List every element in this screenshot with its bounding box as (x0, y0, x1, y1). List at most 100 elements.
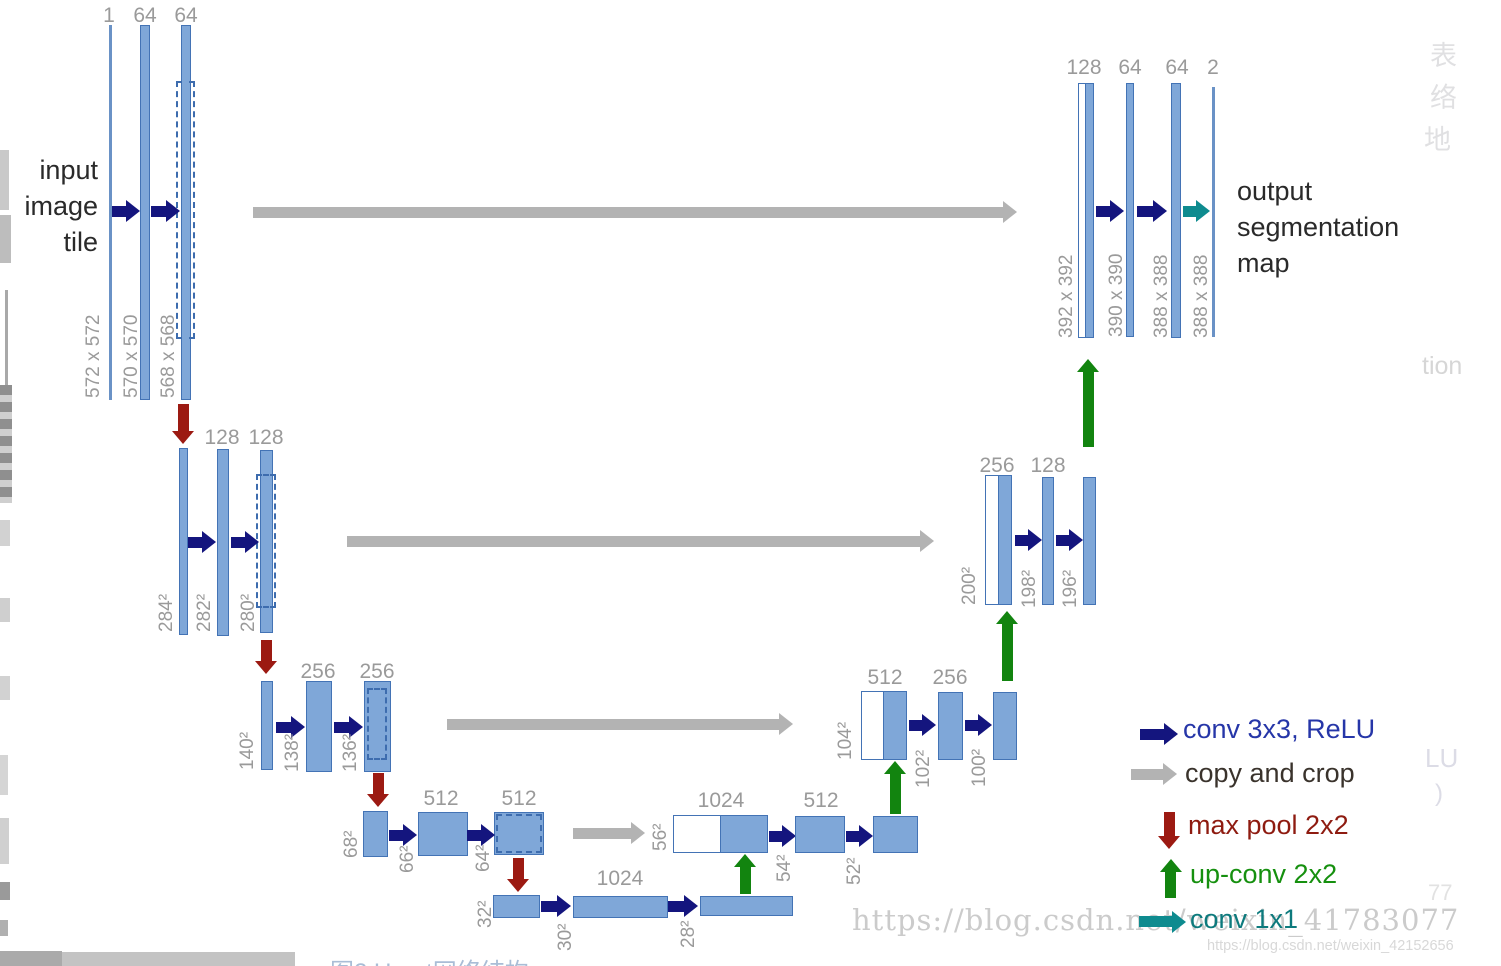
feature-map-bar (418, 812, 468, 856)
left-edge-artifact (5, 290, 8, 418)
legend-up-conv: up-conv 2x2 (1190, 859, 1338, 889)
up-conv-arrow (996, 611, 1018, 681)
conv-arrow-legend-icon (1140, 723, 1178, 745)
copy-and-crop-arrow (347, 529, 934, 553)
conv-arrow (467, 823, 495, 847)
ghost-text: ) (1435, 780, 1443, 807)
size-label: 284² (156, 593, 177, 632)
conv-1x1-arrow (1183, 199, 1210, 223)
size-label: 64² (473, 844, 494, 872)
channel-label: 1 (103, 4, 115, 27)
size-label: 392 x 392 (1056, 254, 1077, 338)
feature-map-bar (993, 692, 1017, 760)
left-edge-artifact (0, 818, 9, 864)
up-conv-arrow (1077, 359, 1099, 447)
left-edge-artifact (0, 882, 10, 900)
conv-arrow (668, 895, 698, 917)
feature-map-bar (938, 692, 963, 760)
bottom-gray-bar (0, 952, 295, 966)
legend-conv1x1: conv 1x1 (1190, 904, 1299, 934)
feature-map-bar (1171, 83, 1181, 338)
size-label: 280² (238, 593, 259, 632)
size-label: 68² (341, 830, 362, 858)
size-label: 196² (1060, 569, 1081, 608)
feature-map-bar (181, 25, 191, 400)
size-label: 30² (555, 923, 576, 951)
channel-label: 128 (248, 426, 284, 449)
conv-1x1-legend-icon (1139, 909, 1186, 934)
legend-conv3x3: conv 3x3, ReLU (1183, 714, 1376, 744)
channel-label: 256 (359, 660, 395, 683)
size-label: 568 x 568 (158, 314, 179, 398)
ghost-text: tion (1422, 352, 1463, 380)
feature-map-bar (261, 681, 273, 770)
channel-label: 512 (867, 666, 903, 689)
left-edge-artifact (0, 920, 8, 936)
copied-feature-bar (673, 815, 721, 853)
max-pool-arrow (172, 404, 194, 444)
size-label: 570 x 570 (121, 314, 142, 398)
max-pool-arrow (255, 640, 277, 674)
feature-map-bar (494, 812, 544, 855)
feature-map-bar (700, 896, 793, 916)
left-edge-artifact (0, 520, 10, 546)
feature-map-bar (140, 25, 150, 400)
size-label: 200² (959, 566, 980, 605)
copy-and-crop-arrow (447, 712, 793, 736)
max-pool-legend-icon (1158, 812, 1180, 849)
left-edge-artifact (0, 676, 10, 700)
channel-label: 256 (979, 454, 1015, 477)
feature-map-bar (217, 449, 229, 636)
conv-arrow (1056, 528, 1083, 552)
conv-arrow (151, 199, 180, 223)
size-label: 100² (969, 748, 990, 787)
channel-label: 128 (204, 426, 240, 449)
conv-arrow (1096, 199, 1124, 223)
output-map-bar (1212, 87, 1215, 337)
size-label: 390 x 390 (1106, 253, 1127, 337)
ghost-text: LU (1425, 743, 1459, 773)
channel-label: 512 (803, 789, 839, 812)
left-edge-artifact (0, 215, 11, 263)
size-label: 104² (835, 721, 856, 760)
size-label: 140² (237, 731, 258, 770)
channel-label: 256 (932, 666, 968, 689)
feature-map-bar (720, 815, 768, 853)
csdn-watermark-small: https://blog.csdn.net/weixin_42152656 (1207, 938, 1454, 954)
conv-arrow (334, 715, 363, 739)
conv-arrow (909, 713, 936, 737)
channel-label: 512 (423, 787, 459, 810)
left-edge-artifact (0, 755, 8, 795)
feature-map-bar (795, 816, 845, 853)
feature-map-bar (306, 681, 332, 772)
copied-feature-bar (985, 475, 999, 605)
channel-label: 64 (1118, 56, 1142, 79)
size-label: 32² (475, 900, 496, 928)
ghost-char: 络 (1430, 83, 1457, 113)
ghost-text: 77 (1428, 880, 1453, 905)
conv-arrow (846, 824, 873, 848)
channel-label: 128 (1066, 56, 1102, 79)
feature-map-bar (883, 691, 907, 760)
copy-arrow-legend-icon (1131, 763, 1177, 785)
left-edge-artifact (0, 598, 10, 622)
channel-label: 2 (1207, 56, 1219, 79)
size-label: 28² (678, 920, 699, 948)
feature-map-bar (493, 895, 540, 918)
conv-arrow (188, 530, 216, 554)
feature-map-bar (1042, 477, 1054, 605)
left-edge-artifact (0, 150, 9, 210)
channel-label: 512 (501, 787, 537, 810)
feature-map-bar (873, 816, 918, 853)
size-label: 198² (1019, 569, 1040, 608)
figure-caption: 图2 U-net网络结构 (330, 952, 529, 966)
conv-arrow (112, 199, 140, 223)
size-label: 102² (913, 749, 934, 788)
left-edge-artifact (0, 385, 12, 503)
feature-map-bar (1083, 477, 1096, 605)
feature-map-bar (260, 450, 273, 633)
conv-arrow (769, 824, 796, 848)
size-label: 388 x 388 (1191, 254, 1212, 338)
size-label: 56² (650, 823, 671, 851)
